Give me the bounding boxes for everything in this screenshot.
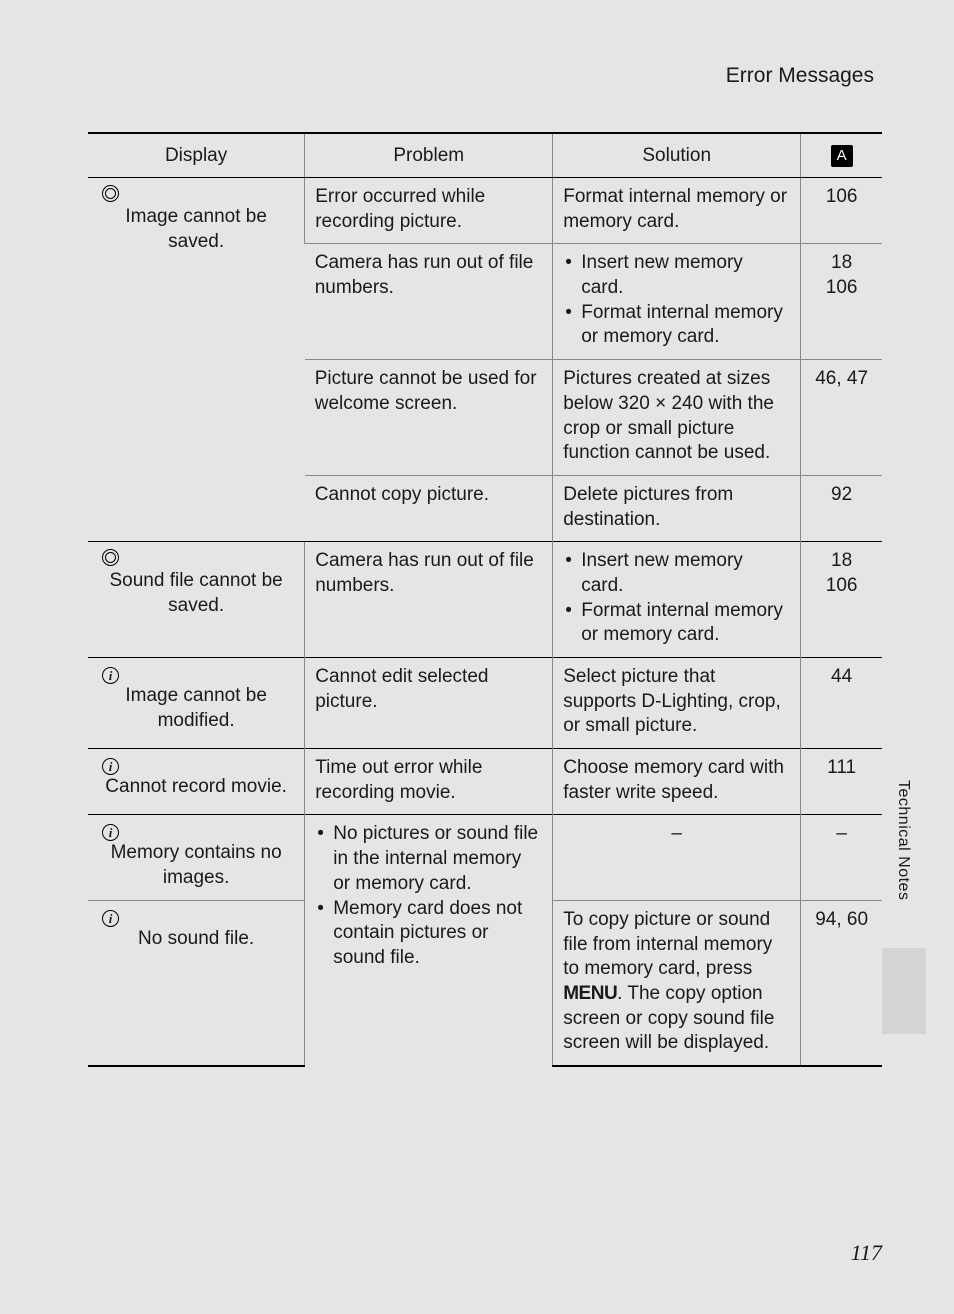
table-row: Sound file cannot be saved. Camera has r… — [88, 542, 882, 658]
list-item: Format internal memory or memory card. — [563, 301, 790, 350]
header-page-ref: A — [801, 133, 882, 178]
record-icon — [98, 185, 294, 205]
cell-problem: Camera has run out of file numbers. — [305, 542, 553, 658]
side-section-label: Technical Notes — [894, 780, 912, 900]
cell-problem: Error occurred while recording picture. — [305, 178, 553, 244]
header-solution: Solution — [553, 133, 801, 178]
side-tab — [882, 948, 926, 1034]
info-icon: i — [98, 665, 294, 684]
cell-display: Sound file cannot be saved. — [88, 542, 305, 658]
error-messages-table: Display Problem Solution A Image cannot … — [88, 132, 882, 1067]
list-item: Memory card does not contain pictures or… — [315, 897, 542, 971]
cell-page: 46, 47 — [801, 360, 882, 476]
cell-solution: Insert new memory card. Format internal … — [553, 244, 801, 360]
cell-solution: Select picture that supports D-Lighting,… — [553, 658, 801, 749]
cell-solution: Delete pictures from destination. — [553, 475, 801, 541]
display-text: Memory contains no images. — [98, 841, 294, 890]
cell-page: 44 — [801, 658, 882, 749]
cell-problem: No pictures or sound file in the interna… — [305, 815, 553, 1066]
cell-display: i Memory contains no images. — [88, 815, 305, 900]
cell-solution: Insert new memory card. Format internal … — [553, 542, 801, 658]
section-title: Error Messages — [88, 64, 882, 88]
list-item: Format internal memory or memory card. — [563, 599, 790, 648]
cell-solution: To copy picture or sound file from inter… — [553, 900, 801, 1066]
cell-page: 94, 60 — [801, 900, 882, 1066]
table-header-row: Display Problem Solution A — [88, 133, 882, 178]
cell-solution: Pictures created at sizes below 320 × 24… — [553, 360, 801, 476]
header-problem: Problem — [305, 133, 553, 178]
list-item: Insert new memory card. — [563, 251, 790, 300]
cell-solution: Format internal memory or memory card. — [553, 178, 801, 244]
cell-page: 111 — [801, 749, 882, 815]
cell-solution: Choose memory card with faster write spe… — [553, 749, 801, 815]
table-row: Image cannot be saved. Error occurred wh… — [88, 178, 882, 244]
cell-problem: Cannot edit selected picture. — [305, 658, 553, 749]
cell-display: i Image cannot be modified. — [88, 658, 305, 749]
cell-display: Image cannot be saved. — [88, 178, 305, 542]
page-ref-icon: A — [831, 145, 853, 167]
cell-problem: Cannot copy picture. — [305, 475, 553, 541]
info-icon: i — [98, 908, 294, 927]
header-display: Display — [88, 133, 305, 178]
cell-solution: – — [553, 815, 801, 900]
cell-problem: Camera has run out of file numbers. — [305, 244, 553, 360]
manual-page: Error Messages Display Problem Solution … — [0, 0, 954, 1314]
display-text: Sound file cannot be saved. — [98, 569, 294, 618]
cell-page: 106 — [801, 178, 882, 244]
table-row: i Image cannot be modified. Cannot edit … — [88, 658, 882, 749]
cell-display: i Cannot record movie. — [88, 749, 305, 815]
cell-page: 18 106 — [801, 542, 882, 658]
list-item: No pictures or sound file in the interna… — [315, 822, 542, 896]
cell-page: 18 106 — [801, 244, 882, 360]
record-icon — [98, 549, 294, 569]
cell-problem: Time out error while recording movie. — [305, 749, 553, 815]
menu-label: MENU — [563, 983, 617, 1004]
cell-page: 92 — [801, 475, 882, 541]
list-item: Insert new memory card. — [563, 549, 790, 598]
cell-display: i No sound file. — [88, 900, 305, 1066]
info-icon: i — [98, 822, 294, 841]
display-text: Image cannot be modified. — [98, 684, 294, 733]
table-row: i Memory contains no images. No pictures… — [88, 815, 882, 900]
table-row: i Cannot record movie. Time out error wh… — [88, 749, 882, 815]
display-text: Cannot record movie. — [98, 775, 294, 800]
cell-problem: Picture cannot be used for welcome scree… — [305, 360, 553, 476]
display-text: No sound file. — [98, 927, 294, 952]
cell-page: – — [801, 815, 882, 900]
solution-text-pre: To copy picture or sound file from inter… — [563, 909, 772, 979]
page-number: 117 — [851, 1240, 882, 1266]
info-icon: i — [98, 756, 294, 775]
display-text: Image cannot be saved. — [98, 205, 294, 254]
